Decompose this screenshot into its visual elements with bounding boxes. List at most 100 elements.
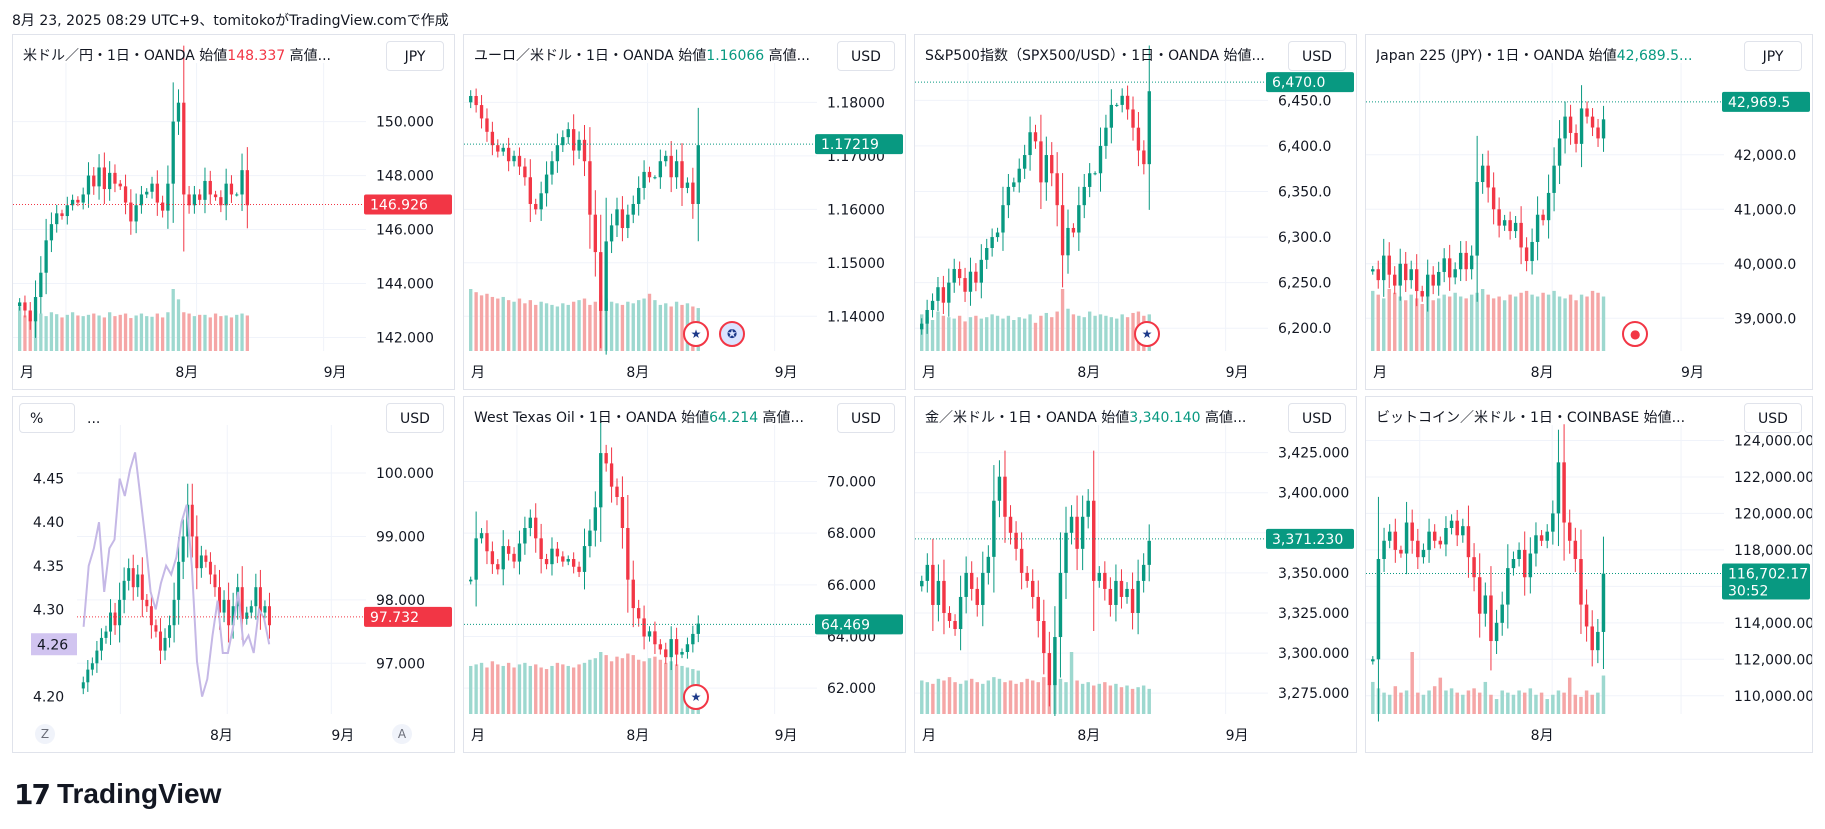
currency-selector[interactable]: USD [1288,41,1346,71]
candle-body [1431,274,1435,286]
candle-body [245,170,249,206]
candle-body [1563,116,1567,139]
time-axis-label: 8月 [1531,365,1554,381]
volume-bar [969,678,974,714]
volume-bar [1601,675,1606,714]
volume-bar [599,652,603,714]
us-flag-event-icon[interactable]: ★ [682,321,709,347]
candle-body [199,555,203,569]
chart-svg-4: 42,000.0 41,000.0 40,000.0 39,000.0 42,969.5… [1366,63,1810,381]
currency-selector[interactable]: JPY [1744,41,1802,71]
volume-bar [490,296,495,351]
chart-panel-8[interactable]: 124,000.00 122,000.00 120,000.00 118,000.00… [1365,396,1813,753]
symbol-title-suffix: 高値... [764,48,811,64]
candle-body [171,121,175,184]
chart-panel-2[interactable]: 1.18000 1.17000 1.16000 1.15000 1.14000 1.172… [463,34,906,390]
symbol-title[interactable]: 米ドル／円・1日・OANDA 始値148.337 高値... [23,45,331,65]
candle-body [213,194,218,198]
us-flag-event-icon[interactable]: ★ [682,684,709,710]
candle-body [129,202,133,222]
candle-body [227,599,231,626]
us-flag-event-icon[interactable]: ★ [1133,321,1160,347]
candle-body [1596,631,1600,651]
currency-selector[interactable]: USD [1744,403,1802,433]
candle-body [229,183,234,195]
candle-body [975,588,979,605]
candle-body [267,606,271,626]
symbol-title[interactable]: West Texas Oil・1日・OANDA 始値64.214 高値... [474,407,804,427]
chart-panel-4[interactable]: 42,000.0 41,000.0 40,000.0 39,000.0 42,969.5… [1365,34,1813,390]
volume-bar [588,304,592,351]
candle-body [658,161,663,178]
open-value: 64.214 [709,410,759,426]
percent-scale-button[interactable]: % [19,403,75,433]
candle-body [1108,588,1113,605]
volume-bar [1464,298,1468,351]
volume-bar [39,313,43,351]
volume-bar [1097,683,1102,714]
volume-bar [1115,318,1119,351]
currency-selector[interactable]: USD [837,403,895,433]
candle-body [1461,526,1465,536]
time-axis-label: 月 [922,365,936,381]
candle-body [1044,155,1049,183]
candle-body [18,302,22,307]
open-value: 3,340.140 [1129,410,1201,426]
symbol-title[interactable]: ビットコイン／米ドル・1日・COINBASE 始値... [1376,407,1685,427]
candle-body [523,528,527,544]
open-value: 42,689.5... [1616,48,1693,64]
volume-bar [963,321,967,351]
currency-selector[interactable]: JPY [386,41,444,71]
chart-panel-7[interactable]: 3,425.000 3,400.000 3,350.000 3,325.000 3,30… [914,396,1357,753]
tradingview-logo[interactable]: 17 TradingView [14,776,221,812]
candle-body [1147,91,1151,165]
volume-bar [1431,300,1435,351]
candle-body [182,102,186,195]
chart-panel-1[interactable]: 150.000 148.000 146.000 144.000 142.000 146.9… [12,34,455,390]
candle-body [113,612,117,626]
time-axis-label: 9月 [324,365,347,381]
candle-body [163,637,167,651]
candle-body [1455,520,1459,536]
currency-selector[interactable]: USD [1288,403,1346,433]
currency-selector[interactable]: USD [837,41,895,71]
volume-bar [1125,685,1129,714]
more-icon[interactable]: ... [87,411,101,427]
candle-body [626,528,630,580]
volume-bar [44,316,48,351]
candle-body [593,214,598,253]
header-caption: 8月 23, 2025 08:29 UTC+9、tomitokoがTrading… [12,13,449,29]
candle-body [604,453,608,464]
candle-body [615,209,619,226]
volume-bar [604,655,608,714]
eu-flag-event-icon[interactable]: ✪ [718,321,745,347]
volume-bar [1399,692,1403,714]
currency-selector[interactable]: USD [386,403,444,433]
volume-bar [1003,682,1007,714]
zoom-reset-icon[interactable]: Z [35,724,55,744]
volume-bar [1042,677,1046,714]
auto-scale-icon[interactable]: A [392,724,412,744]
symbol-title[interactable]: 金／米ドル・1日・OANDA 始値3,340.140 高値... [925,407,1246,427]
symbol-title[interactable]: ユーロ／米ドル・1日・OANDA 始値1.16066 高値... [474,45,810,65]
chart-panel-3[interactable]: 6,450.0 6,400.0 6,350.0 6,300.0 6,250.0 6,200… [914,34,1357,390]
candle-body [249,606,253,613]
candle-body [674,161,679,178]
y-axis-tick-label: 1.14000 [827,309,885,325]
candle-body [1557,138,1562,166]
volume-bar [1489,694,1493,714]
chart-panel-6[interactable]: 70.000 68.000 66.000 64.000 62.000 64.469 月 8月 9… [463,396,906,753]
volume-bar [985,317,989,351]
candle-body [947,282,951,303]
volume-bar [1596,292,1600,351]
symbol-title[interactable]: Japan 225 (JPY)・1日・OANDA 始値42,689.5... [1376,45,1692,65]
candle-body [1077,205,1081,233]
volume-bar [1006,315,1011,351]
candle-body [981,572,985,605]
record-event-icon[interactable]: ● [1622,321,1649,347]
candle-body [658,644,663,650]
chart-panel-5[interactable]: 4.45 4.40 4.35 4.30 4.20 4.26 100.000 99.000 98.… [12,396,455,753]
candle-body [1552,165,1556,193]
symbol-title[interactable]: S&P500指数（SPX500/USD）・1日・OANDA 始値... [925,45,1265,65]
volume-bar [555,662,560,714]
